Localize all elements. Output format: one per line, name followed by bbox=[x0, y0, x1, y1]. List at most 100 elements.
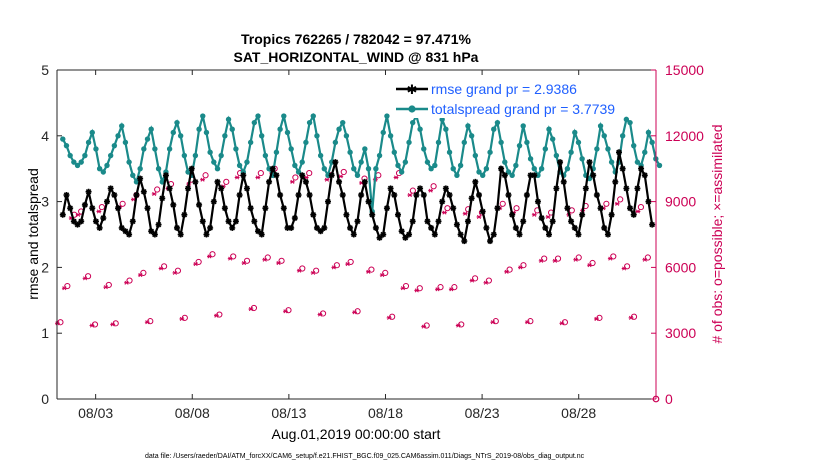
rmse-point bbox=[575, 231, 582, 238]
totalspread-point bbox=[152, 146, 158, 152]
legend-label-rmse: rmse grand pr = 2.9386 bbox=[431, 81, 577, 97]
totalspread-point bbox=[229, 126, 235, 132]
obs-possible-point bbox=[541, 255, 548, 262]
totalspread-point bbox=[292, 162, 298, 169]
totalspread-point bbox=[71, 159, 77, 165]
rmse-point bbox=[615, 149, 622, 156]
rmse-point bbox=[483, 224, 490, 231]
obs-assimilated-point bbox=[144, 320, 150, 325]
rmse-point bbox=[63, 192, 70, 199]
totalspread-point bbox=[542, 146, 549, 152]
obs-assimilated-point bbox=[628, 315, 634, 320]
obs-assimilated-point bbox=[158, 266, 164, 271]
totalspread-point bbox=[218, 152, 224, 159]
rmse-point bbox=[295, 192, 302, 199]
rmse-point bbox=[273, 172, 280, 179]
rmse-point bbox=[313, 224, 320, 231]
obs-possible-point bbox=[243, 257, 251, 264]
totalspread-point bbox=[597, 123, 604, 129]
obs-possible-point bbox=[644, 254, 651, 261]
totalspread-point bbox=[520, 123, 526, 129]
rmse-point bbox=[148, 228, 155, 235]
totalspread-point bbox=[281, 113, 287, 119]
obs-assimilated-point bbox=[421, 324, 427, 329]
y-right-tick-label: 9000 bbox=[665, 194, 696, 210]
rmse-point bbox=[210, 198, 217, 205]
obs-assimilated-point bbox=[573, 257, 579, 262]
y-axis-right-label: # of obs: o=possible; ×=assimilated bbox=[709, 124, 725, 343]
obs-possible-point bbox=[471, 275, 479, 282]
obs-assimilated-point bbox=[559, 321, 565, 326]
rmse-point bbox=[523, 192, 530, 199]
obs-assimilated-point bbox=[538, 258, 544, 263]
obs-possible-point bbox=[520, 262, 527, 269]
rmse-point bbox=[247, 205, 254, 212]
obs-assimilated-point bbox=[587, 263, 592, 268]
obs-assimilated-point bbox=[75, 212, 81, 217]
totalspread-point bbox=[314, 133, 320, 139]
rmse-point bbox=[317, 228, 324, 235]
y-right-tick-label: 3000 bbox=[665, 325, 696, 341]
rmse-point bbox=[582, 185, 589, 192]
rmse-point bbox=[623, 185, 630, 192]
rmse-point bbox=[188, 165, 195, 172]
rmse-point bbox=[59, 211, 66, 218]
totalspread-point bbox=[410, 119, 416, 126]
totalspread-point bbox=[166, 146, 173, 152]
obs-assimilated-point bbox=[435, 287, 440, 292]
obs-possible-point bbox=[154, 186, 161, 193]
totalspread-point bbox=[354, 172, 361, 178]
obs-possible-point bbox=[98, 203, 105, 211]
totalspread-point bbox=[435, 139, 442, 146]
y-left-tick-label: 1 bbox=[41, 325, 49, 341]
obs-assimilated-point bbox=[283, 309, 288, 314]
rmse-point bbox=[103, 198, 110, 205]
totalspread-point bbox=[222, 133, 228, 139]
obs-possible-point bbox=[382, 269, 389, 276]
obs-possible-point bbox=[368, 266, 375, 273]
obs-possible-point bbox=[333, 262, 340, 269]
obs-assimilated-point bbox=[352, 310, 357, 315]
obs-possible-point bbox=[499, 200, 506, 207]
totalspread-point bbox=[225, 116, 232, 123]
legend-label-spread: totalspread grand pr = 3.7739 bbox=[431, 101, 615, 117]
rmse-point bbox=[453, 221, 460, 228]
totalspread-point bbox=[553, 152, 560, 159]
totalspread-point bbox=[631, 142, 637, 149]
totalspread-point bbox=[214, 166, 221, 172]
rmse-point bbox=[177, 231, 184, 238]
obs-possible-point bbox=[140, 269, 147, 276]
rmse-point bbox=[159, 195, 166, 202]
totalspread-point bbox=[480, 172, 486, 178]
obs-possible-point bbox=[230, 253, 237, 260]
totalspread-point bbox=[284, 129, 291, 136]
rmse-point bbox=[78, 218, 85, 225]
totalspread-point bbox=[516, 142, 523, 149]
obs-assimilated-point bbox=[490, 320, 496, 325]
rmse-point bbox=[619, 165, 626, 172]
totalspread-point bbox=[387, 133, 394, 139]
rmse-point bbox=[269, 165, 276, 172]
totalspread-point bbox=[336, 126, 342, 132]
rmse-point bbox=[630, 211, 637, 218]
rmse-point bbox=[546, 231, 553, 238]
obs-assimilated-point bbox=[151, 191, 157, 196]
obs-assimilated-point bbox=[483, 280, 489, 285]
totalspread-point bbox=[207, 149, 213, 155]
obs-assimilated-point bbox=[200, 177, 205, 182]
totalspread-point bbox=[421, 146, 427, 152]
obs-assimilated-point bbox=[476, 214, 482, 220]
obs-assimilated-point bbox=[96, 209, 102, 214]
totalspread-point bbox=[155, 166, 162, 172]
totalspread-point bbox=[343, 133, 350, 139]
obs-assimilated-point bbox=[428, 188, 434, 193]
obs-assimilated-point bbox=[552, 258, 558, 263]
obs-possible-point bbox=[223, 178, 230, 185]
totalspread-point bbox=[454, 172, 460, 178]
y-left-tick-label: 5 bbox=[41, 62, 49, 78]
obs-assimilated-point bbox=[241, 260, 247, 266]
rmse-point bbox=[391, 192, 398, 199]
totalspread-point bbox=[564, 166, 571, 172]
totalspread-point bbox=[645, 129, 652, 136]
rmse-point bbox=[439, 198, 446, 205]
